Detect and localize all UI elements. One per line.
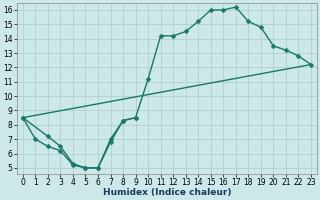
X-axis label: Humidex (Indice chaleur): Humidex (Indice chaleur) — [103, 188, 231, 197]
